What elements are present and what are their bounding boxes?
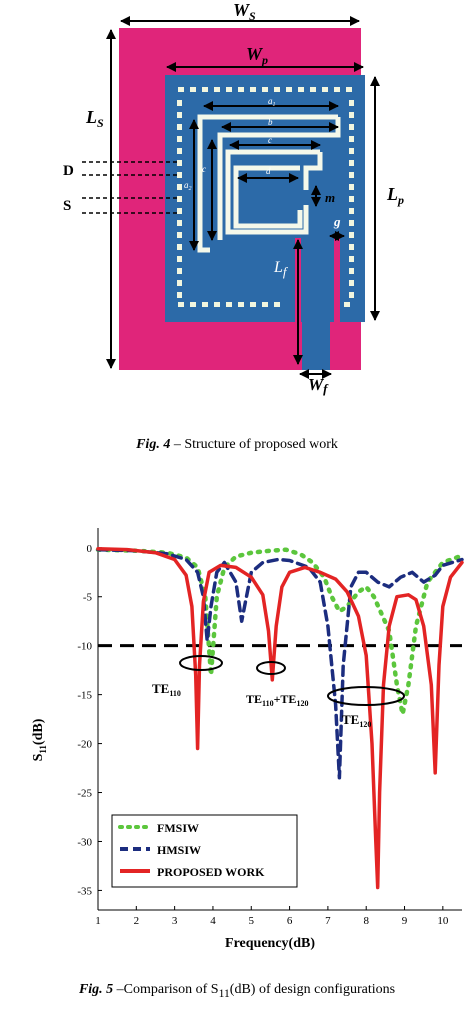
te110-ellipse	[179, 655, 223, 671]
x-tick-label: 2	[134, 915, 140, 927]
a1-label: a1	[268, 96, 276, 108]
figure-5-caption-sub: 11	[218, 986, 230, 1000]
x-axis-title: Frequency(dB)	[225, 936, 315, 951]
b-label: b	[268, 117, 273, 127]
via-column-left	[177, 100, 182, 298]
via-row-bottom	[178, 302, 350, 307]
legend-proposed-label: PROPOSED WORK	[157, 865, 265, 879]
x-tick-label: 6	[287, 915, 293, 927]
figure-4-caption-text: – Structure of proposed work	[170, 437, 338, 452]
y-tick-label: -35	[77, 885, 92, 897]
figure-5-caption-prefix: Fig. 5	[78, 982, 114, 997]
lf-label: Lf	[273, 259, 289, 279]
y-tick-label: -25	[77, 788, 92, 800]
x-tick-label: 8	[363, 915, 369, 927]
y-tick-label: -10	[77, 641, 92, 653]
figure-5-caption: Fig. 5 –Comparison of S11(dB) of design …	[0, 982, 474, 1000]
x-tick-label: 9	[402, 915, 408, 927]
x-tick-label: 4	[210, 915, 216, 927]
x-tick-label: 10	[437, 915, 449, 927]
x-tick-label: 7	[325, 915, 331, 927]
te120-ellipse	[327, 686, 405, 706]
te110-label: TE110	[152, 681, 181, 698]
figure-4-structure: WS Wp LS Lp Lf Wf D S a1 b c d a2 c m g	[63, 0, 404, 396]
te110-120-label: TE110+TE120	[246, 692, 308, 708]
ws-label: WS	[233, 0, 256, 23]
c-label: c	[268, 135, 272, 145]
te110-120-ellipse	[256, 661, 286, 675]
g-label: g	[333, 214, 341, 229]
figure-4-caption-prefix: Fig. 4	[136, 437, 171, 452]
series-line-proposed-work	[96, 547, 464, 890]
a2-label: a2	[184, 180, 192, 192]
x-tick-label: 5	[249, 915, 255, 927]
m-label: m	[325, 190, 335, 205]
ls-label: LS	[85, 107, 104, 130]
y-tick-label: -15	[77, 690, 92, 702]
te120-label: TE120	[342, 712, 371, 729]
y-tick-label: -20	[77, 739, 92, 751]
legend-hmsiw-label: HMSIW	[157, 843, 201, 857]
wf-label: Wf	[308, 375, 329, 396]
x-tick-label: 3	[172, 915, 178, 927]
x-tick-label: 1	[95, 915, 101, 927]
lp-label: Lp	[386, 184, 404, 207]
y-tick-label: 0	[87, 543, 93, 555]
y-tick-label: -30	[77, 836, 92, 848]
legend-fmsiw-label: FMSIW	[157, 821, 199, 835]
feed-line	[302, 300, 330, 370]
d-dim-label: d	[266, 166, 271, 176]
s-label: S	[63, 198, 71, 214]
feed-slot-right	[334, 238, 340, 322]
legend: FMSIW HMSIW PROPOSED WORK	[111, 814, 298, 888]
d-s-markers	[82, 161, 180, 214]
figure-4-caption: Fig. 4 – Structure of proposed work	[0, 437, 474, 453]
figure-5-chart: 1 2 3 4 5 6 7 8 9 10 0 -5 -10 -15 -20 -25 -30 -35 S11(dB)…	[31, 528, 465, 951]
c2-label: c	[202, 164, 206, 174]
figure-5-caption-text-b: (dB) of design configurations	[229, 982, 396, 997]
slot-structure	[197, 114, 341, 253]
y-tick-label: -5	[83, 592, 93, 604]
via-row-top	[178, 87, 352, 92]
wp-label: Wp	[246, 44, 268, 67]
via-column-right	[349, 100, 354, 298]
y-axis-title: S11(dB)	[31, 718, 48, 761]
plot-area: 1 2 3 4 5 6 7 8 9 10 0 -5 -10 -15 -20 -25 -30 -35	[77, 528, 465, 927]
series-line-hmsiw	[96, 547, 464, 780]
d-label: D	[63, 163, 74, 179]
figure-5-caption-text-a: –Comparison of S	[113, 982, 219, 997]
